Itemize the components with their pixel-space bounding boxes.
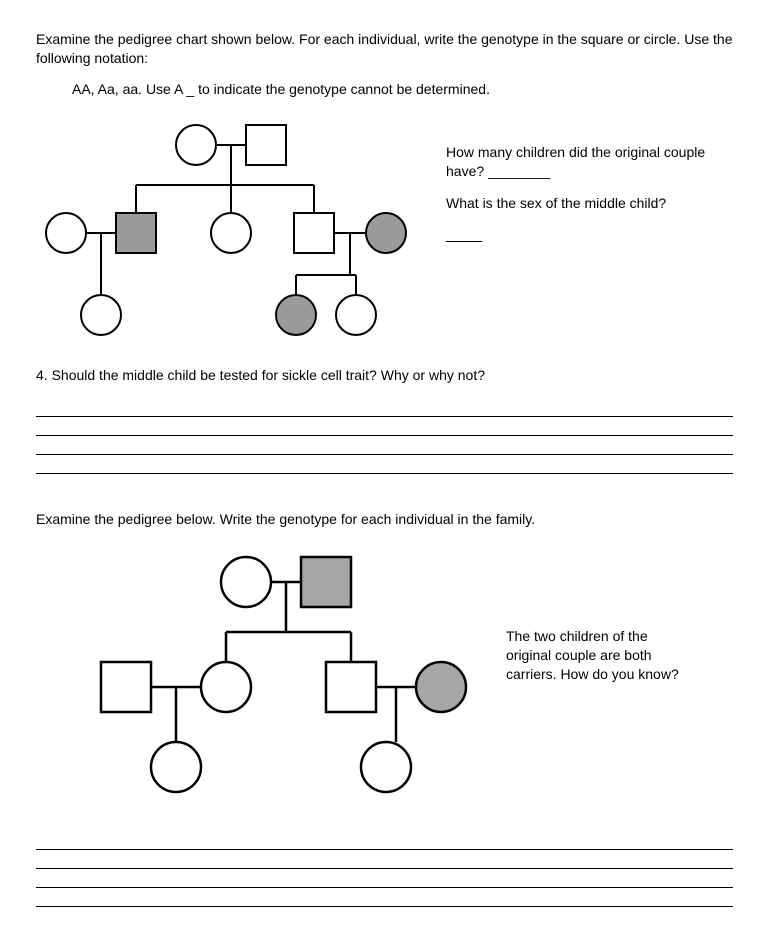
pedigree-node-g3a[interactable] [81,295,121,335]
pedigree-node-p1f[interactable] [221,557,271,607]
pedigree-node-g3a[interactable] [151,742,201,792]
answer-line[interactable] [36,436,733,455]
side-questions-2: The two children of the original couple … [506,547,696,698]
pedigree-node-g2d[interactable] [294,213,334,253]
pedigree-node-p1m[interactable] [301,557,351,607]
pedigree-node-g3b[interactable] [276,295,316,335]
pedigree-node-g2d[interactable] [416,662,466,712]
pedigree-node-p1f[interactable] [176,125,216,165]
answer-line[interactable] [36,888,733,907]
intro-text: Examine the pedigree chart shown below. … [36,30,733,68]
side-questions-1: How many children did the original coupl… [446,115,733,243]
answer-line[interactable] [36,417,733,436]
pedigree-node-g2b[interactable] [116,213,156,253]
pedigree-node-g2e[interactable] [366,213,406,253]
blank-children-count[interactable] [484,163,550,179]
pedigree-node-p1m[interactable] [246,125,286,165]
pedigree-node-g2c[interactable] [211,213,251,253]
answer-line[interactable] [36,398,733,417]
answer-line[interactable] [36,850,733,869]
pedigree-chart-1 [36,115,426,350]
blank-middle-child-sex[interactable] [446,227,482,242]
section-2-intro: Examine the pedigree below. Write the ge… [36,510,733,529]
pedigree-node-g2a[interactable] [46,213,86,253]
pedigree-node-g3b[interactable] [361,742,411,792]
pedigree-chart-2 [76,547,486,807]
pedigree-node-g3c[interactable] [336,295,376,335]
question-4: 4. Should the middle child be tested for… [36,366,733,385]
answer-line[interactable] [36,455,733,474]
pedigree-node-g2a[interactable] [101,662,151,712]
answer-lines-1[interactable] [36,398,733,474]
pedigree-1-row: How many children did the original coupl… [36,115,733,350]
q-carriers: The two children of the original couple … [506,627,696,684]
answer-lines-2[interactable] [36,831,733,907]
answer-line[interactable] [36,831,733,850]
pedigree-node-g2b[interactable] [201,662,251,712]
notation-text: AA, Aa, aa. Use A _ to indicate the geno… [72,80,733,99]
q-middle-child-sex: What is the sex of the middle child? [446,194,733,213]
pedigree-node-g2c[interactable] [326,662,376,712]
answer-line[interactable] [36,869,733,888]
pedigree-2-row: The two children of the original couple … [36,547,733,807]
